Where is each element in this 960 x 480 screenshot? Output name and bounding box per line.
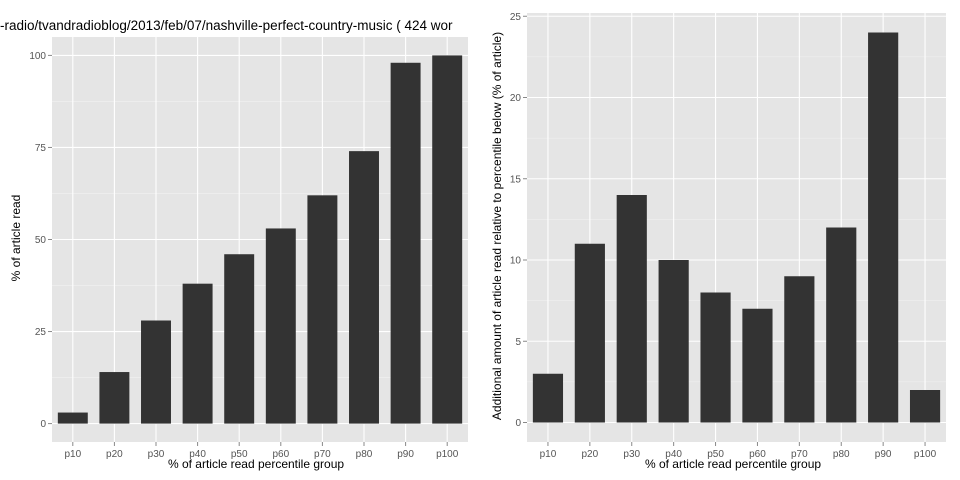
bar-p100: [432, 55, 463, 424]
bar-p80: [349, 151, 379, 424]
x-tick-label: p80: [833, 449, 850, 460]
y-tick-label: 100: [29, 51, 46, 62]
x-tick-label: p70: [791, 449, 808, 460]
x-tick-label: p60: [749, 449, 766, 460]
x-tick-label: p30: [148, 449, 165, 460]
y-tick-label: 25: [510, 12, 522, 23]
bar-p20: [99, 372, 130, 424]
y-tick-label: 0: [515, 418, 521, 429]
y-tick-label: 10: [510, 256, 522, 267]
y-tick-label: 0: [40, 419, 46, 430]
y-tick-label: 15: [510, 174, 522, 185]
bar-p30: [616, 195, 647, 423]
bar-p90: [390, 62, 421, 424]
x-tick-label: p20: [106, 449, 123, 460]
bar-p10: [57, 412, 88, 424]
bar-p70: [307, 195, 338, 424]
chart-title: -radio/tvandradioblog/2013/feb/07/nashvi…: [0, 18, 453, 33]
chart-right: % of article read percentile group Addit…: [490, 12, 946, 471]
x-tick-label: p80: [356, 449, 373, 460]
bar-p10: [532, 373, 564, 423]
y-tick-label: 5: [515, 337, 521, 348]
x-axis-label: % of article read percentile group: [168, 457, 344, 471]
bar-p40: [182, 283, 213, 424]
x-tick-label: p50: [707, 449, 724, 460]
x-tick-label: p10: [64, 449, 81, 460]
x-axis-label: % of article read percentile group: [645, 457, 821, 471]
y-axis-label: % of article read: [9, 195, 23, 282]
x-tick-label: p10: [540, 449, 557, 460]
bar-p100: [909, 390, 941, 423]
bar-p80: [826, 227, 857, 423]
y-tick-label: 50: [35, 235, 47, 246]
x-tick-label: p50: [231, 449, 248, 460]
plot-panel: [52, 37, 468, 442]
bar-p20: [574, 243, 605, 423]
x-tick-label: p40: [189, 449, 206, 460]
x-tick-label: p100: [436, 449, 459, 460]
x-tick-label: p90: [397, 449, 414, 460]
y-tick-label: 75: [35, 143, 47, 154]
x-tick-label: p100: [914, 449, 937, 460]
x-tick-label: p30: [623, 449, 640, 460]
x-tick-label: p90: [875, 449, 892, 460]
bar-p30: [141, 320, 171, 424]
bar-p40: [658, 260, 689, 423]
x-tick-label: p60: [272, 449, 289, 460]
x-tick-label: p20: [582, 449, 599, 460]
y-tick-label: 25: [35, 327, 47, 338]
x-tick-label: p40: [665, 449, 682, 460]
y-axis-label: Additional amount of article read relati…: [490, 32, 504, 420]
chart-left: -radio/tvandradioblog/2013/feb/07/nashvi…: [0, 18, 468, 471]
bar-p50: [224, 254, 255, 424]
y-tick-label: 20: [510, 93, 522, 104]
bar-p60: [742, 308, 773, 423]
x-tick-label: p70: [314, 449, 331, 460]
bar-p70: [784, 276, 815, 423]
plot-panel: [527, 13, 946, 442]
bar-p90: [868, 32, 899, 423]
bar-p60: [265, 228, 296, 424]
bar-p50: [700, 292, 731, 423]
